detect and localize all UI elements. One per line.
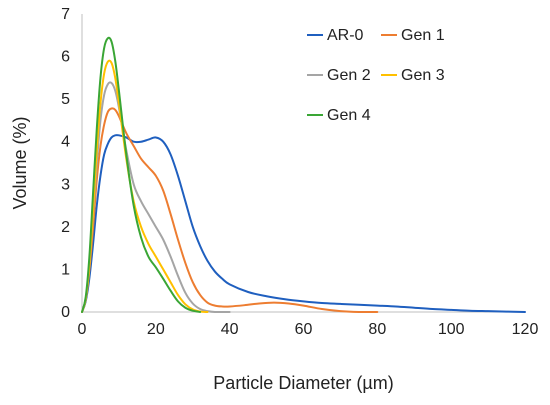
series-line-gen-4 [81,36,202,313]
y-tick-label: 0 [61,304,70,321]
y-axis-title: Volume (%) [10,116,30,209]
legend: AR-0 Gen 1 Gen 2 Gen 3 Gen 4 [307,27,445,124]
y-tick-label: 4 [61,134,70,151]
series-line-ar-0 [81,134,526,313]
legend-label-gen-3: Gen 3 [401,67,445,84]
x-tick-label: 100 [438,321,465,338]
x-axis-title: Particle Diameter (µm) [213,373,393,393]
y-tick-label: 3 [61,176,70,193]
x-tick-labels: 0 20 40 60 80 100 120 [78,321,539,338]
legend-label-gen-1: Gen 1 [401,27,445,44]
x-tick-label: 60 [295,321,313,338]
legend-label-ar-0: AR-0 [327,27,364,44]
series-layer [81,36,526,314]
y-tick-label: 1 [61,261,70,278]
y-tick-label: 6 [61,49,70,66]
series-line-gen-2 [81,81,231,314]
x-tick-label: 0 [78,321,87,338]
legend-label-gen-2: Gen 2 [327,67,371,84]
y-tick-label: 2 [61,219,70,236]
legend-label-gen-4: Gen 4 [327,107,371,124]
axes-layer [81,14,525,313]
y-tick-labels: 0 1 2 3 4 5 6 7 [61,6,70,321]
x-tick-label: 20 [147,321,165,338]
x-tick-label: 80 [368,321,386,338]
x-tick-label: 40 [221,321,239,338]
x-tick-label: 120 [512,321,539,338]
y-tick-label: 5 [61,91,70,108]
series-line-gen-1 [81,107,379,314]
y-tick-label: 7 [61,6,70,23]
